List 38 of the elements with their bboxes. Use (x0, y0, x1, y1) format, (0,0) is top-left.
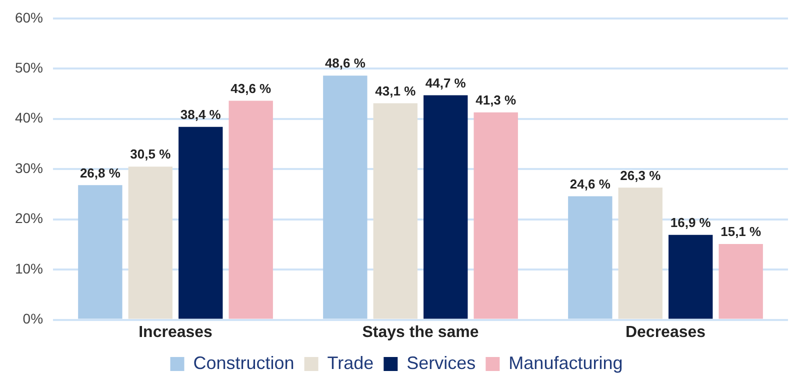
x-tick-label: Stays the same (362, 324, 479, 341)
y-tick-label: 60% (14, 9, 44, 26)
bar (718, 244, 763, 319)
legend-label: Trade (327, 352, 374, 373)
data-label: 30,5 % (130, 146, 172, 162)
bar (178, 126, 223, 319)
data-label: 44,7 % (425, 75, 466, 90)
legend-label: Manufacturing (508, 352, 623, 373)
y-tick-label: 20% (14, 210, 44, 226)
y-tick-label: 0% (22, 310, 44, 327)
data-label: 41,3 % (476, 92, 517, 108)
legend-label: Construction (193, 352, 294, 373)
y-tick-label: 50% (14, 59, 44, 76)
bar (323, 76, 368, 319)
data-label: 48,6 % (324, 56, 366, 71)
data-label: 43,6 % (230, 80, 272, 96)
bar (78, 185, 122, 319)
data-label: 26,8 % (80, 165, 121, 180)
bar (668, 234, 713, 319)
data-label: 15,1 % (720, 224, 762, 240)
y-tick-label: 40% (14, 110, 44, 126)
x-tick-label: Increases (138, 324, 213, 341)
data-label: 38,4 % (180, 106, 222, 122)
x-tick-label: Decreases (625, 324, 706, 341)
bar (228, 100, 273, 319)
data-label: 16,9 % (670, 214, 712, 230)
bar (128, 166, 173, 319)
legend-label: Services (406, 352, 476, 373)
bar (424, 95, 468, 319)
data-label: 26,3 % (620, 168, 662, 183)
y-tick-label: 30% (14, 160, 44, 176)
data-label: 24,6 % (570, 176, 611, 192)
bar (373, 103, 418, 319)
bar (618, 188, 662, 319)
y-tick-label: 10% (14, 260, 44, 276)
bar (474, 112, 518, 319)
data-label: 43,1 % (375, 83, 416, 98)
bar (568, 196, 612, 319)
